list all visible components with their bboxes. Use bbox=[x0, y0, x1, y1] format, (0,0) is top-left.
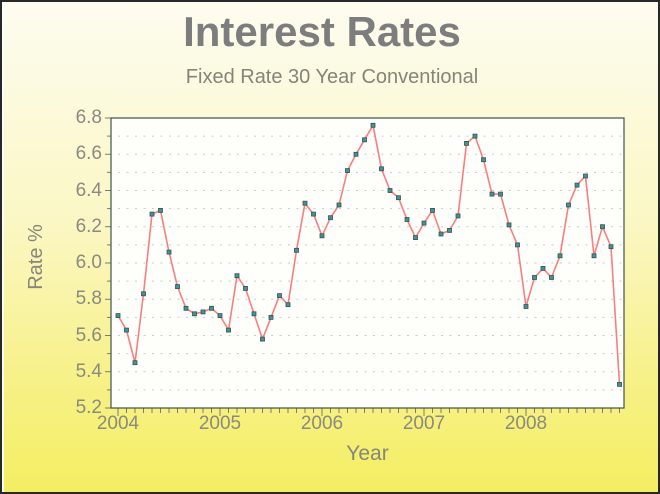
data-point-marker bbox=[260, 336, 265, 342]
data-point-marker bbox=[192, 311, 197, 317]
data-point-marker bbox=[149, 211, 155, 217]
data-point-marker bbox=[243, 285, 248, 291]
data-point-marker bbox=[183, 305, 189, 311]
data-point-marker bbox=[574, 182, 580, 188]
data-point-marker bbox=[438, 231, 444, 237]
x-tick-label: 2007 bbox=[402, 413, 446, 434]
data-point-marker bbox=[345, 168, 350, 173]
y-tick-label: 5.6 bbox=[75, 324, 102, 346]
data-point-marker bbox=[209, 305, 214, 311]
data-point-marker bbox=[608, 244, 614, 250]
data-point-marker bbox=[328, 215, 333, 221]
data-point-marker bbox=[532, 275, 537, 280]
data-point-marker bbox=[285, 302, 291, 308]
data-point-marker bbox=[302, 200, 308, 206]
data-point-marker bbox=[515, 242, 520, 248]
data-point-marker bbox=[115, 313, 121, 319]
data-point-marker bbox=[370, 122, 376, 128]
data-point-marker bbox=[617, 381, 622, 387]
data-point-marker bbox=[591, 253, 597, 259]
x-tick-label: 2004 bbox=[96, 413, 140, 434]
data-point-marker bbox=[566, 202, 571, 208]
data-point-marker bbox=[336, 202, 342, 208]
data-point-marker bbox=[583, 173, 588, 179]
y-tick-label: 5.8 bbox=[75, 288, 102, 310]
data-point-marker bbox=[141, 291, 146, 297]
y-tick-label: 5.4 bbox=[75, 360, 102, 382]
data-point-marker bbox=[557, 253, 563, 259]
data-point-marker bbox=[217, 313, 223, 319]
x-tick-label: 2008 bbox=[504, 413, 548, 434]
data-point-marker bbox=[311, 211, 316, 217]
data-point-marker bbox=[200, 309, 206, 315]
data-point-marker bbox=[421, 220, 427, 226]
data-point-marker bbox=[124, 327, 129, 333]
y-tick-label: 6.0 bbox=[75, 252, 102, 273]
chart-title: Interest Rates bbox=[183, 8, 461, 55]
data-point-marker bbox=[523, 304, 529, 309]
data-point-marker bbox=[489, 191, 495, 197]
data-point-marker bbox=[396, 195, 401, 201]
data-point-marker bbox=[175, 284, 180, 290]
data-point-marker bbox=[447, 228, 452, 233]
y-tick-label: 6.4 bbox=[75, 179, 102, 201]
data-point-marker bbox=[481, 157, 486, 163]
x-tick-label: 2005 bbox=[198, 413, 242, 434]
data-point-marker bbox=[132, 360, 138, 366]
data-point-marker bbox=[166, 249, 172, 255]
data-point-marker bbox=[455, 213, 461, 219]
y-tick-label: 6.2 bbox=[75, 215, 102, 237]
data-point-marker bbox=[464, 140, 469, 146]
data-point-marker bbox=[319, 233, 325, 239]
chart-subtitle: Fixed Rate 30 Year Conventional bbox=[185, 66, 479, 88]
data-point-marker bbox=[430, 208, 435, 213]
data-point-marker bbox=[277, 293, 282, 299]
data-point-marker bbox=[268, 314, 274, 320]
data-point-marker bbox=[506, 222, 512, 228]
data-point-marker bbox=[472, 133, 478, 139]
data-point-marker bbox=[600, 224, 605, 230]
data-point-marker bbox=[158, 208, 163, 213]
data-point-marker bbox=[498, 191, 503, 197]
data-point-marker bbox=[234, 273, 240, 279]
x-tick-label: 2006 bbox=[300, 413, 344, 434]
y-tick-label: 6.6 bbox=[75, 143, 102, 165]
data-point-marker bbox=[353, 151, 359, 157]
data-point-marker bbox=[251, 311, 257, 317]
data-point-marker bbox=[379, 166, 384, 172]
y-tick-label: 6.8 bbox=[75, 107, 102, 128]
data-point-marker bbox=[294, 247, 299, 253]
plot-area bbox=[105, 117, 625, 416]
data-point-marker bbox=[549, 275, 554, 280]
y-axis-label: Rate % bbox=[25, 224, 47, 290]
data-point-marker bbox=[540, 265, 546, 271]
data-point-marker bbox=[404, 217, 410, 222]
data-point-marker bbox=[387, 188, 393, 193]
data-point-marker bbox=[226, 327, 231, 333]
data-point-marker bbox=[362, 137, 367, 143]
data-point-marker bbox=[413, 235, 418, 240]
x-axis-label: Year bbox=[346, 442, 389, 465]
y-tick-label: 5.2 bbox=[75, 397, 102, 418]
